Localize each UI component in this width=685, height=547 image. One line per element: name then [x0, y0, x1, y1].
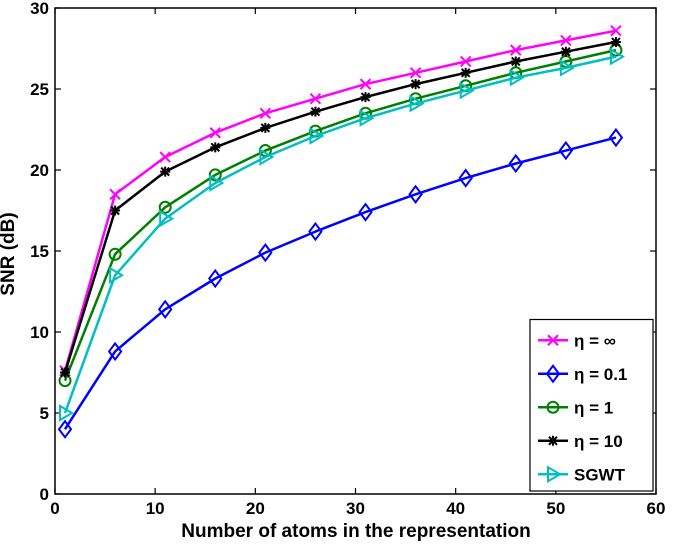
data-point [310, 106, 321, 117]
y-tick-label: 25 [30, 80, 49, 99]
data-point [560, 34, 572, 47]
data-point [359, 109, 375, 127]
data-point [158, 200, 172, 214]
y-axis-label: SNR (dB) [0, 212, 19, 295]
series-3 [60, 37, 621, 378]
data-point [408, 184, 423, 204]
y-tick-label: 10 [30, 323, 49, 342]
data-point [109, 188, 121, 201]
data-point [159, 151, 171, 163]
data-point [410, 79, 421, 90]
data-point [259, 148, 275, 166]
legend-item-3: η = 10 [538, 432, 623, 451]
data-point [260, 122, 271, 133]
data-point [157, 299, 173, 319]
data-point [510, 44, 522, 56]
data-point [259, 107, 272, 120]
x-tick-label: 0 [50, 499, 59, 518]
data-point [60, 367, 71, 378]
x-tick-label: 20 [246, 499, 265, 518]
data-point [409, 94, 425, 113]
data-point [258, 242, 273, 263]
data-point [107, 341, 123, 362]
data-point [59, 404, 75, 422]
data-point [209, 174, 225, 192]
data-point [509, 68, 525, 87]
series-line [63, 40, 617, 373]
data-point [459, 55, 472, 68]
data-point [608, 127, 624, 148]
legend: η = ∞ η = 0.1 η = 1 η = 10 SGWT [529, 318, 654, 492]
data-point [159, 209, 175, 228]
data-point [610, 37, 621, 48]
data-point [210, 142, 221, 153]
data-point [610, 24, 622, 37]
data-point [108, 247, 122, 261]
data-point [160, 166, 171, 177]
data-point [208, 268, 223, 289]
data-point [458, 168, 473, 188]
legend-marker [546, 400, 560, 414]
series-4 [59, 47, 625, 422]
legend-marker [547, 334, 559, 346]
data-point [358, 202, 373, 222]
data-point [109, 266, 125, 285]
legend-item-1: η = 0.1 [538, 364, 627, 384]
x-tick-label: 30 [346, 499, 365, 518]
legend-item-4: SGWT [538, 465, 626, 484]
x-axis-label: Number of atoms in the representation [181, 521, 530, 542]
data-point [309, 93, 322, 105]
data-point [209, 127, 221, 139]
series-line [63, 29, 617, 372]
data-point [460, 67, 471, 78]
data-point [308, 221, 323, 242]
legend-label: η = ∞ [574, 331, 616, 350]
x-tick-label: 10 [146, 499, 165, 518]
series-1 [57, 127, 624, 439]
x-tick-label: 60 [647, 499, 666, 518]
legend-label: η = 1 [574, 398, 613, 417]
data-point [459, 81, 475, 100]
legend-item-2: η = 1 [538, 398, 613, 417]
data-point [558, 140, 574, 161]
x-tick-label: 50 [546, 499, 565, 518]
data-point [510, 56, 521, 67]
series-layer [57, 24, 625, 439]
data-point [559, 59, 575, 77]
data-point [360, 92, 371, 103]
data-point [609, 47, 625, 66]
data-point [409, 67, 422, 79]
series-line [63, 48, 617, 382]
legend-label: η = 10 [574, 432, 623, 451]
y-tick-label: 15 [30, 242, 49, 261]
legend-label: η = 0.1 [574, 365, 627, 384]
y-tick-label: 5 [40, 404, 49, 423]
y-tick-label: 20 [30, 161, 49, 180]
legend-box [529, 318, 654, 492]
data-point [508, 153, 524, 174]
series-line [63, 55, 617, 414]
legend-marker [548, 435, 558, 446]
y-tick-label: 0 [40, 485, 49, 504]
series-line [63, 136, 617, 430]
data-point [309, 127, 325, 145]
legend-marker [545, 364, 561, 384]
data-point [110, 205, 121, 216]
data-point [560, 46, 571, 57]
data-point [359, 78, 372, 90]
legend-label: SGWT [574, 465, 626, 484]
data-point [57, 419, 73, 439]
x-tick-label: 40 [446, 499, 465, 518]
y-tick-label: 30 [30, 0, 49, 18]
legend-marker [547, 465, 562, 483]
axes: 0 10 20 30 40 50 60 0 5 10 15 20 25 30 [30, 0, 665, 518]
legend-item-0: η = ∞ [538, 331, 616, 350]
